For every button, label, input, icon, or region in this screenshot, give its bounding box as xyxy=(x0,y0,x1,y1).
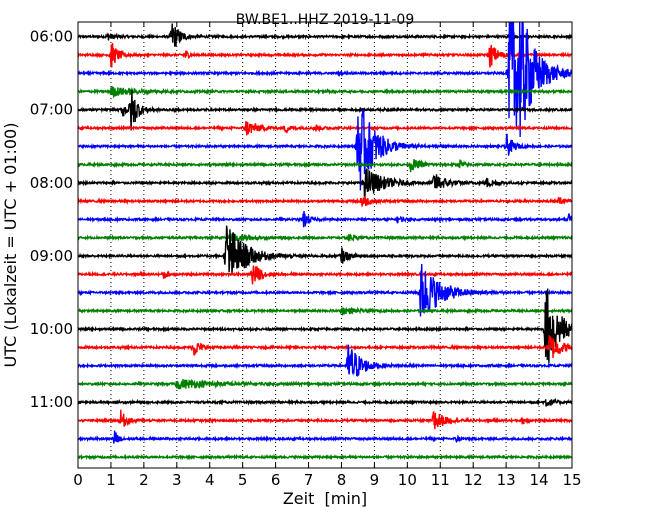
x-tick-label: 1 xyxy=(106,471,116,489)
trace-4 xyxy=(78,89,572,131)
trace-19 xyxy=(78,378,572,390)
trace-18 xyxy=(78,344,572,377)
trace-5 xyxy=(78,121,572,136)
trace-13 xyxy=(78,265,572,285)
y-tick-label: 09:00 xyxy=(30,247,73,265)
trace-9 xyxy=(78,196,572,207)
x-axis-label: Zeit [min] xyxy=(283,489,367,508)
trace-12 xyxy=(78,225,572,275)
y-tick-label: 06:00 xyxy=(30,28,73,46)
trace-16 xyxy=(78,288,572,363)
x-tick-label: 9 xyxy=(370,471,380,489)
trace-3 xyxy=(78,86,572,99)
x-tick-label: 7 xyxy=(304,471,314,489)
plot-frame xyxy=(77,21,573,469)
x-tick-label: 11 xyxy=(431,471,450,489)
trace-17 xyxy=(78,335,572,359)
x-tick-label: 10 xyxy=(398,471,417,489)
trace-10 xyxy=(78,211,572,228)
x-tick-label: 15 xyxy=(562,471,581,489)
trace-11 xyxy=(78,233,572,243)
x-tick-label: 13 xyxy=(497,471,516,489)
x-tick-label: 12 xyxy=(464,471,483,489)
y-tick-label: 10:00 xyxy=(30,320,73,338)
y-tick-label: 08:00 xyxy=(30,174,73,192)
x-tick-label: 4 xyxy=(205,471,215,489)
traces-layer xyxy=(78,22,572,461)
trace-7 xyxy=(78,159,572,173)
trace-20 xyxy=(78,397,572,407)
trace-8 xyxy=(78,168,572,200)
x-tick-label: 14 xyxy=(530,471,549,489)
trace-0 xyxy=(78,23,572,47)
trace-2 xyxy=(78,22,572,138)
y-axis-label: UTC (Lokalzeit = UTC + 01:00) xyxy=(1,123,20,368)
y-tick-label: 11:00 xyxy=(30,393,73,411)
x-tick-label: 3 xyxy=(172,471,182,489)
x-tick-label: 0 xyxy=(73,471,83,489)
trace-23 xyxy=(78,453,572,461)
x-tick-label: 8 xyxy=(337,471,347,489)
trace-6 xyxy=(78,109,572,191)
x-axis: 0 1 2 3 4 5 6 7 8 9 10 11 12 13 14 15 xyxy=(73,22,582,489)
y-axis: 06:00 07:00 08:00 09:00 10:00 11:00 xyxy=(30,28,572,411)
trace-1 xyxy=(78,43,572,68)
trace-14 xyxy=(78,263,572,317)
trace-22 xyxy=(78,430,572,444)
y-tick-label: 07:00 xyxy=(30,101,73,119)
trace-21 xyxy=(78,409,572,430)
x-tick-label: 5 xyxy=(238,471,248,489)
x-tick-label: 2 xyxy=(139,471,149,489)
x-tick-label: 6 xyxy=(271,471,281,489)
chart-title: BW.BE1..HHZ 2019-11-09 xyxy=(236,12,415,28)
trace-15 xyxy=(78,306,572,317)
